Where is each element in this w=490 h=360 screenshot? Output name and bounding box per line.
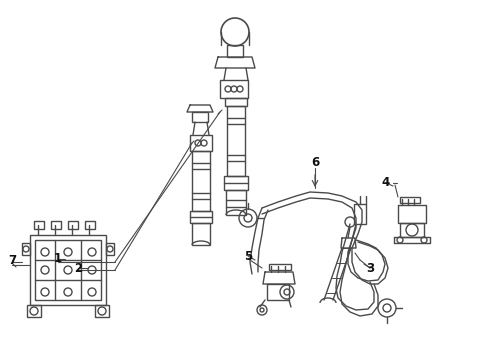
Bar (354, 204, 366, 224)
Bar (192, 223, 210, 245)
Text: 2: 2 (74, 261, 82, 274)
Bar (267, 284, 289, 300)
Bar (27, 305, 41, 317)
Text: 1: 1 (54, 252, 62, 266)
Bar (227, 45, 243, 57)
Bar (269, 264, 291, 270)
Text: 3: 3 (366, 261, 374, 274)
Bar (192, 112, 208, 122)
Text: 7: 7 (8, 253, 16, 266)
Bar (34, 221, 44, 229)
Bar (85, 221, 95, 229)
Bar (68, 221, 78, 229)
Bar (224, 176, 248, 190)
Bar (190, 211, 212, 223)
Text: 6: 6 (311, 156, 319, 168)
Bar (35, 240, 101, 300)
Bar (226, 190, 246, 215)
Bar (51, 221, 61, 229)
Bar (400, 223, 424, 237)
Bar (192, 151, 210, 211)
Text: 4: 4 (382, 176, 390, 189)
Bar (225, 98, 247, 106)
Text: 5: 5 (244, 249, 252, 262)
Bar (220, 80, 248, 98)
Bar (106, 243, 114, 255)
Bar (227, 106, 245, 176)
Bar (22, 243, 30, 255)
Bar (190, 135, 212, 151)
Bar (95, 305, 109, 317)
Bar (30, 235, 106, 305)
Bar (400, 197, 420, 203)
